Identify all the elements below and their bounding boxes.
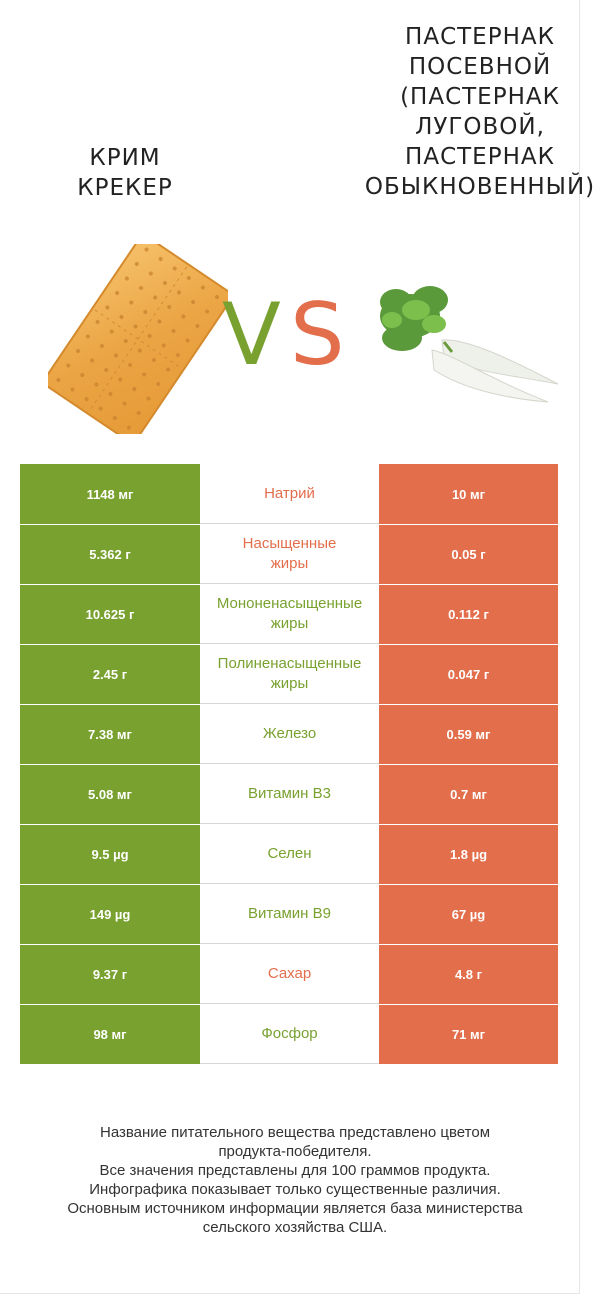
right-value-cell: 0.112 г: [379, 584, 558, 644]
nutrient-name-line: Сахар: [267, 964, 312, 982]
left-food-title: Крим крекер: [77, 145, 173, 201]
nutrient-name-line: жиры: [270, 674, 309, 692]
right-value-cell: 0.59 мг: [379, 704, 558, 764]
table-row: 10.625 г Мононенасыщенные жиры 0.112 г: [20, 584, 558, 644]
left-value-cell: 9.5 µg: [20, 824, 200, 884]
table-row: 98 мг Фосфор 71 мг: [20, 1004, 558, 1064]
table-row: 9.37 г Сахар 4.8 г: [20, 944, 558, 1004]
footer-line: Все значения представлены для 100 граммо…: [99, 1162, 491, 1179]
right-value-cell: 0.05 г: [379, 524, 558, 584]
nutrient-name-line: Мононенасыщенные: [216, 594, 363, 612]
table-row: 9.5 µg Селен 1.8 µg: [20, 824, 558, 884]
table-row: 2.45 г Полиненасыщенные жиры 0.047 г: [20, 644, 558, 704]
nutrient-name-cell: Витамин B3: [200, 764, 379, 824]
nutrient-name-cell: Селен: [200, 824, 379, 884]
right-value-cell: 71 мг: [379, 1004, 558, 1064]
nutrient-name-line: Фосфор: [261, 1024, 318, 1042]
vs-label: V S: [222, 280, 352, 390]
nutrient-name-cell: Полиненасыщенные жиры: [200, 644, 379, 704]
nutrient-name-line: жиры: [270, 554, 309, 572]
page-border-right: [579, 0, 580, 1294]
footer-note: Название питательного вещества представл…: [10, 1123, 580, 1237]
left-value-cell: 98 мг: [20, 1004, 200, 1064]
cracker-image: [48, 244, 228, 434]
nutrient-name-cell: Сахар: [200, 944, 379, 1004]
nutrient-name-line: Насыщенные: [242, 534, 337, 552]
nutrient-name-line: Витамин B9: [248, 904, 331, 922]
footer-line: продукта-победителя.: [218, 1143, 372, 1160]
nutrient-name-cell: Натрий: [200, 464, 379, 524]
nutrient-name-line: Селен: [267, 844, 312, 862]
footer-line: Инфографика показывает только существенн…: [89, 1181, 501, 1198]
nutrient-name-cell: Железо: [200, 704, 379, 764]
left-value-cell: 7.38 мг: [20, 704, 200, 764]
right-value-cell: 67 µg: [379, 884, 558, 944]
right-value-cell: 4.8 г: [379, 944, 558, 1004]
right-value-cell: 0.7 мг: [379, 764, 558, 824]
left-value-cell: 10.625 г: [20, 584, 200, 644]
nutrient-name-cell: Витамин B9: [200, 884, 379, 944]
left-value-cell: 149 µg: [20, 884, 200, 944]
table-row: 149 µg Витамин B9 67 µg: [20, 884, 558, 944]
vs-s-letter: S: [290, 285, 345, 385]
nutrient-name-cell: Фосфор: [200, 1004, 379, 1064]
parsnip-image: [380, 286, 559, 403]
comparison-table: 1148 мг Натрий 10 мг 5.362 г Насыщенные жиры 0…: [20, 464, 558, 1064]
nutrient-name-cell: Мононенасыщенные жиры: [200, 584, 379, 644]
left-value-cell: 1148 мг: [20, 464, 200, 524]
table-row: 1148 мг Натрий 10 мг: [20, 464, 558, 524]
vs-v-letter: V: [222, 285, 281, 385]
nutrient-name-line: Полиненасыщенные: [217, 654, 362, 672]
nutrient-name-line: Железо: [262, 724, 317, 742]
right-value-cell: 10 мг: [379, 464, 558, 524]
left-value-cell: 5.08 мг: [20, 764, 200, 824]
right-value-cell: 1.8 µg: [379, 824, 558, 884]
left-value-cell: 2.45 г: [20, 644, 200, 704]
nutrient-name-line: жиры: [270, 614, 309, 632]
left-value-cell: 9.37 г: [20, 944, 200, 1004]
right-food-title: Пастернак посевной (Пастернак луговой, П…: [364, 24, 596, 200]
footer-line: сельского хозяйства США.: [202, 1219, 388, 1236]
nutrient-name-line: Витамин B3: [248, 784, 331, 802]
footer-line: Основным источником информации является …: [67, 1200, 523, 1217]
nutrient-name-line: Натрий: [264, 484, 315, 502]
table-row: 5.08 мг Витамин B3 0.7 мг: [20, 764, 558, 824]
footer-line: Название питательного вещества представл…: [99, 1124, 491, 1141]
table-row: 7.38 мг Железо 0.59 мг: [20, 704, 558, 764]
nutrient-name-cell: Насыщенные жиры: [200, 524, 379, 584]
table-row: 5.362 г Насыщенные жиры 0.05 г: [20, 524, 558, 584]
right-value-cell: 0.047 г: [379, 644, 558, 704]
left-value-cell: 5.362 г: [20, 524, 200, 584]
